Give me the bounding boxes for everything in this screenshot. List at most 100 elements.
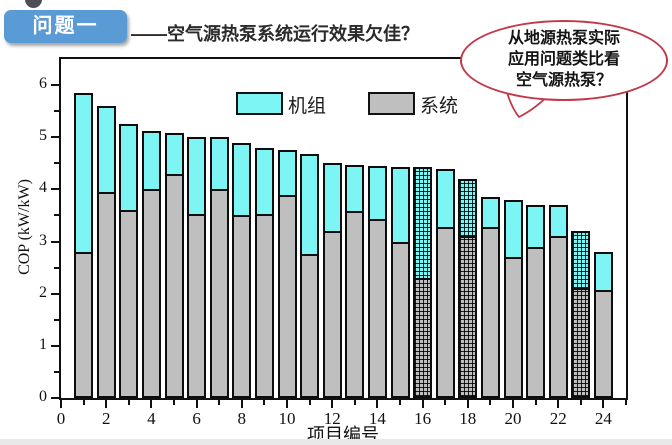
bar-project-21 — [526, 205, 546, 398]
y-tick-label: 0 — [39, 388, 47, 405]
x-tick-label: 22 — [549, 409, 567, 428]
bar-system-segment — [550, 236, 566, 396]
bar-system-segment — [369, 218, 385, 396]
bar-project-19 — [480, 196, 500, 398]
x-major-tick — [60, 400, 62, 408]
legend-label-system: 系统 — [420, 96, 459, 117]
y-major-tick — [51, 136, 59, 139]
chart-plot-area — [59, 57, 628, 400]
x-tick-label: 4 — [147, 409, 156, 428]
x-major-tick — [466, 400, 469, 408]
speech-bubble-line: 应用问题类比看 — [507, 51, 620, 68]
x-minor-tick — [444, 400, 447, 405]
bar-system-segment — [573, 288, 589, 396]
y-major-tick — [51, 84, 59, 87]
x-tick-label: 2 — [101, 409, 111, 428]
y-major-tick — [51, 188, 59, 191]
bar-system-segment — [121, 210, 137, 396]
bottom-strip — [0, 439, 672, 445]
bar-project-4 — [141, 130, 161, 398]
bar-system-segment — [528, 246, 544, 396]
bar-project-18 — [458, 178, 478, 398]
bar-system-segment — [415, 278, 431, 396]
bar-system-segment — [76, 251, 92, 396]
y-major-tick — [51, 292, 59, 295]
x-minor-tick — [127, 400, 130, 405]
x-minor-tick — [353, 400, 356, 405]
bar-system-segment — [143, 189, 159, 396]
bar-system-segment — [211, 189, 227, 396]
bar-project-12 — [322, 163, 342, 398]
bar-system-segment — [460, 236, 476, 396]
bar-project-6 — [187, 137, 207, 398]
bar-system-segment — [98, 191, 114, 396]
bar-project-16 — [413, 167, 433, 398]
bar-system-segment — [189, 214, 205, 396]
x-minor-tick — [218, 400, 221, 405]
x-minor-tick — [625, 400, 627, 405]
y-major-tick — [51, 397, 59, 399]
x-major-tick — [602, 400, 605, 408]
bar-system-segment — [256, 214, 272, 396]
x-minor-tick — [579, 400, 582, 405]
bar-project-1 — [74, 92, 94, 398]
x-major-tick — [240, 400, 243, 408]
bar-project-24 — [593, 251, 613, 398]
bar-project-10 — [277, 149, 297, 398]
bar-system-segment — [234, 215, 250, 396]
bar-system-segment — [166, 173, 182, 396]
speech-bubble-line: 从地源热泵实际 — [507, 30, 620, 47]
x-minor-tick — [173, 400, 175, 405]
bar-project-23 — [571, 231, 591, 398]
x-major-tick — [512, 400, 514, 408]
bar-project-22 — [548, 205, 568, 398]
x-minor-tick — [82, 400, 85, 405]
y-major-tick — [51, 344, 59, 347]
legend-swatch-unit — [236, 92, 283, 115]
bar-project-13 — [345, 164, 365, 398]
x-tick-label: 6 — [192, 409, 201, 428]
x-tick-label: 20 — [504, 409, 522, 428]
x-major-tick — [195, 400, 198, 408]
x-minor-tick — [489, 400, 492, 405]
legend-swatch-system — [368, 92, 415, 115]
x-major-tick — [557, 400, 560, 408]
x-minor-tick — [534, 400, 537, 405]
y-minor-tick — [54, 318, 59, 321]
y-major-tick — [51, 240, 59, 243]
x-tick-label: 10 — [278, 409, 296, 428]
y-tick-label: 2 — [39, 283, 47, 301]
x-major-tick — [286, 400, 288, 408]
bar-system-segment — [324, 231, 340, 396]
x-tick-label: 18 — [459, 409, 477, 428]
legend-label-unit: 机组 — [288, 96, 327, 117]
bar-project-7 — [209, 137, 229, 398]
bar-system-segment — [302, 254, 318, 396]
x-major-tick — [150, 400, 153, 408]
x-minor-tick — [263, 400, 266, 405]
y-minor-tick — [54, 370, 59, 373]
bar-system-segment — [437, 226, 453, 396]
y-tick-label: 4 — [39, 179, 47, 197]
speech-bubble-text: 从地源热泵实际 应用问题类比看 空气源热泵？ — [462, 22, 666, 91]
y-minor-tick — [54, 214, 59, 217]
speech-bubble: 从地源热泵实际 应用问题类比看 空气源热泵？ — [460, 20, 668, 101]
bar-project-2 — [96, 105, 116, 398]
x-major-tick — [376, 400, 379, 408]
bar-system-segment — [279, 194, 295, 396]
x-tick-label: 12 — [323, 409, 341, 428]
x-minor-tick — [308, 400, 311, 405]
x-tick-label: 0 — [56, 409, 66, 428]
bar-project-9 — [254, 147, 274, 398]
bar-project-3 — [119, 124, 139, 398]
bar-project-15 — [390, 167, 410, 398]
y-tick-label: 6 — [39, 75, 47, 93]
y-tick-label: 3 — [39, 231, 47, 249]
problem-badge: 问题一 — [4, 10, 127, 43]
bar-system-segment — [505, 257, 521, 396]
y-minor-tick — [54, 162, 59, 165]
bar-system-segment — [595, 289, 611, 396]
bar-project-11 — [300, 153, 320, 398]
speech-bubble-line: 空气源热泵？ — [515, 72, 612, 89]
